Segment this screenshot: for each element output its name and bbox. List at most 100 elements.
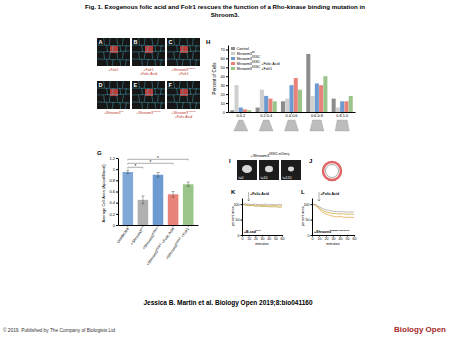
tick: 0.8	[109, 178, 118, 183]
legend-swatch	[231, 47, 235, 50]
tick: 40	[221, 74, 228, 79]
tick: 100	[234, 203, 242, 207]
tick-label: 50	[236, 218, 240, 222]
tick-label: 40	[267, 237, 271, 241]
superscript: K836C	[252, 60, 260, 64]
tick-mark	[116, 158, 118, 159]
axis-line	[228, 46, 229, 113]
superscript: wt	[252, 50, 255, 54]
annotation: +Folic Acid	[321, 192, 340, 196]
cell-outlines	[132, 38, 165, 66]
cell-shape-icon	[335, 120, 349, 131]
movie-frame	[237, 160, 257, 180]
axis: 010203040506070	[221, 46, 229, 115]
bar	[332, 99, 336, 112]
text-part: +Shroom3	[104, 111, 121, 115]
series-line	[312, 204, 354, 218]
tick-mark	[173, 225, 174, 227]
legend-swatch	[231, 57, 235, 60]
tick-label: 30	[261, 237, 265, 241]
tick-label: 50	[221, 65, 226, 70]
tick: 0	[113, 223, 118, 228]
axis-title: minutes	[326, 242, 339, 246]
text-part: +Folic Acid	[261, 62, 279, 66]
panel-letter: I	[229, 158, 231, 164]
bar	[285, 99, 289, 112]
superscript: wt	[121, 110, 124, 113]
panel-letter: B	[134, 39, 138, 45]
tick: 60	[353, 235, 357, 241]
significance-label: *	[134, 164, 136, 169]
tick-mark	[226, 49, 228, 50]
text-part: +Shroom3	[171, 68, 188, 72]
text-part: +Shroom3	[165, 244, 178, 261]
tick-label: 70	[221, 47, 226, 52]
tick-mark	[116, 225, 118, 226]
significance-label: *	[150, 160, 152, 165]
tick-mark	[311, 235, 313, 236]
movie-frame	[281, 160, 301, 180]
legend-entry: Shroom3K836C+Folr1	[237, 65, 273, 71]
tick-label: 0	[113, 223, 116, 228]
panel-letter: K	[231, 189, 236, 195]
logo: Biology Open	[394, 325, 446, 334]
bar	[153, 175, 164, 225]
tick-label: 60	[353, 237, 357, 241]
movie-frame	[259, 160, 279, 180]
series-line	[312, 204, 354, 214]
tick: 0.6-0.8	[311, 112, 323, 118]
tick: +Shroom3K836C+Folr1	[164, 225, 190, 260]
tick-label: 10	[247, 237, 251, 241]
cell-outlines	[97, 38, 130, 66]
cell-outlines	[132, 81, 165, 109]
text-part: +Folr1	[143, 68, 153, 72]
tick-label: 50	[346, 237, 350, 241]
highlight-cell	[110, 89, 118, 96]
panel-letter: G	[97, 150, 102, 156]
superscript: K836C	[188, 110, 196, 113]
tick: 20	[221, 92, 228, 97]
image-bg	[132, 81, 165, 109]
text-part: +Shroom3	[171, 111, 188, 115]
cell-image	[288, 167, 294, 172]
text-part: +Shroom3	[136, 111, 153, 115]
tick-label: 0.4-0.6	[286, 114, 298, 118]
significance-label: *	[157, 156, 159, 161]
title: Fig. 1. Exogenous folic acid and Folr1 r…	[85, 3, 365, 10]
bars	[230, 54, 353, 112]
tick-mark	[116, 169, 118, 170]
tick: 1.2	[109, 156, 118, 161]
annotation: +Folic Acid	[250, 192, 269, 196]
tick: 0	[242, 235, 244, 241]
tick-label: 0-0.2	[236, 114, 245, 118]
highlight-cell	[180, 89, 188, 96]
image-bg	[97, 81, 130, 109]
tick-mark	[226, 112, 228, 113]
axis-line	[313, 235, 355, 236]
tick-mark	[116, 214, 118, 215]
tick-label: 20	[325, 237, 329, 241]
axis-line	[312, 199, 313, 236]
tick-mark	[226, 85, 228, 86]
ring-diagram	[323, 162, 341, 180]
legend-swatch	[231, 67, 235, 70]
tick: 0	[223, 110, 228, 115]
tick-mark	[226, 58, 228, 59]
superscript: K836C	[188, 67, 196, 70]
tick-label: 100	[304, 203, 310, 207]
panel-letter: H	[206, 39, 210, 45]
text-part: +Folr1	[108, 68, 118, 72]
tick-mark	[226, 76, 228, 77]
bar	[306, 54, 310, 112]
tick-mark	[142, 225, 143, 227]
tick: 50	[306, 218, 312, 222]
panel-letter: J	[309, 158, 312, 164]
tick-label: 1	[113, 167, 116, 172]
tick-mark	[311, 220, 313, 221]
tick-mark	[116, 203, 118, 204]
cell-shape-icon	[310, 120, 324, 131]
tick-label: 0.8	[109, 178, 115, 183]
bar	[256, 108, 260, 112]
micrograph	[132, 81, 165, 109]
tick: 50	[274, 235, 278, 241]
